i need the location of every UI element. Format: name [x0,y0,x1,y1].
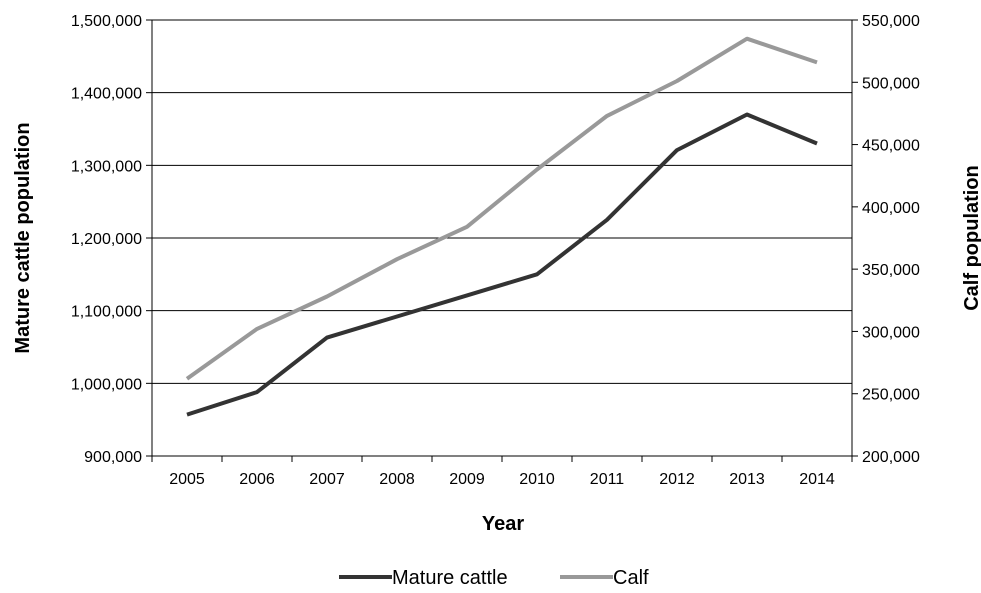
y-right-tick-label: 250,000 [862,387,920,404]
y-left-tick-label: 1,200,000 [71,231,142,248]
legend: Mature cattle Calf [339,567,649,589]
x-tick-label: 2007 [309,471,345,488]
y-axis-left-title: Mature cattle population [12,122,34,353]
y-left-tick-label: 1,100,000 [71,304,142,321]
tick-labels: 900,000 1,000,000 1,100,000 1,200,000 1,300,… [71,13,920,488]
y-right-tick-label: 350,000 [862,262,920,279]
y-right-tick-label: 500,000 [862,75,920,92]
y-axis-right-title: Calf population [961,165,981,311]
series-line-mature-cattle [186,112,818,417]
x-tick-label: 2014 [799,471,835,488]
legend-label-calf: Calf [613,567,649,588]
y-right-tick-label: 200,000 [862,449,920,466]
series-line-calf [185,36,818,381]
x-tick-label: 2008 [379,471,415,488]
y-right-tick-label: 400,000 [862,200,920,217]
legend-label-mature-cattle: Mature cattle [392,567,508,588]
y-left-tick-label: 1,400,000 [71,86,142,103]
x-tick-label: 2010 [519,471,555,488]
y-left-tick-label: 1,000,000 [71,376,142,393]
y-right-tick-label: 550,000 [862,13,920,30]
y-right-tick-label: 450,000 [862,138,920,155]
x-axis-title: Year [482,513,524,535]
axes [146,19,858,462]
x-tick-label: 2006 [239,471,275,488]
y-left-tick-label: 1,500,000 [71,13,142,30]
gridlines [152,19,852,384]
x-tick-label: 2011 [590,471,625,488]
x-tick-label: 2009 [449,471,485,488]
y-left-tick-label: 1,300,000 [71,158,142,175]
series-lines [185,36,818,417]
y-right-tick-label: 300,000 [862,324,920,341]
x-tick-label: 2013 [729,471,765,488]
y-left-tick-label: 900,000 [84,449,142,466]
x-tick-label: 2012 [659,471,695,488]
x-tick-label: 2005 [169,471,205,488]
